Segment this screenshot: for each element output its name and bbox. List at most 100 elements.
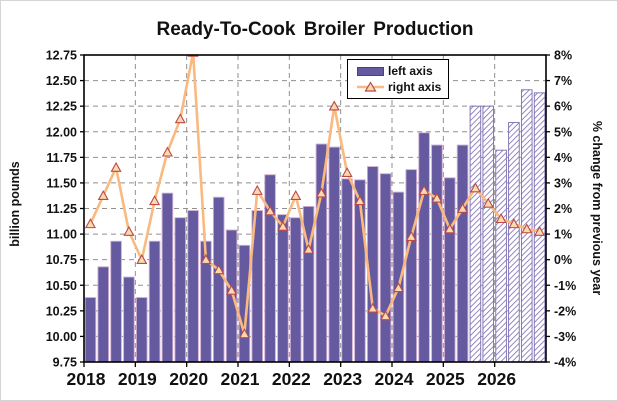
triangle-marker bbox=[277, 220, 289, 231]
left-tick-label: 10.50 bbox=[46, 279, 77, 293]
triangle-marker bbox=[457, 202, 469, 213]
left-tick-label: 11.25 bbox=[46, 202, 77, 216]
forecast-bar bbox=[482, 105, 495, 363]
bar bbox=[212, 196, 225, 363]
triangle-marker bbox=[495, 212, 507, 224]
bar bbox=[443, 177, 456, 363]
right-tick-label: -4% bbox=[554, 356, 576, 370]
bar bbox=[277, 214, 289, 363]
triangle-marker bbox=[123, 225, 135, 236]
triangle-marker bbox=[392, 282, 404, 293]
left-tick-label: 10.75 bbox=[46, 253, 77, 267]
triangle-marker bbox=[341, 166, 353, 178]
left-tick-label: 11.50 bbox=[46, 176, 77, 190]
triangle-marker bbox=[482, 197, 494, 208]
bar bbox=[418, 132, 430, 363]
left-tick-label: 12.25 bbox=[46, 100, 77, 114]
left-tick-label: 10.00 bbox=[46, 330, 77, 344]
left-tick-label: 11.00 bbox=[46, 228, 77, 242]
triangle-marker bbox=[354, 195, 366, 206]
triangle-marker bbox=[161, 146, 173, 157]
x-tick-label: 2025 bbox=[426, 369, 465, 389]
triangle-marker bbox=[328, 100, 340, 111]
triangle-marker bbox=[136, 253, 148, 264]
bar bbox=[135, 297, 148, 363]
x-tick-label: 2021 bbox=[221, 369, 260, 389]
line-series-swatch bbox=[357, 81, 384, 92]
legend-item-bars: left axis bbox=[357, 64, 448, 78]
right-tick-label: 0% bbox=[554, 253, 572, 267]
triangle-marker bbox=[469, 182, 481, 193]
bar bbox=[110, 240, 122, 363]
x-tick-label: 2024 bbox=[375, 369, 414, 389]
right-tick-label: -3% bbox=[554, 330, 576, 344]
bar bbox=[123, 276, 135, 363]
triangle-marker bbox=[97, 189, 109, 201]
left-tick-label: 12.50 bbox=[46, 74, 77, 88]
bar bbox=[328, 146, 341, 363]
triangle-marker bbox=[380, 310, 392, 321]
triangle-marker bbox=[444, 223, 456, 234]
bar bbox=[379, 173, 392, 363]
triangle-marker bbox=[149, 195, 161, 206]
right-tick-label: -1% bbox=[554, 279, 576, 293]
bar bbox=[148, 240, 161, 363]
bar bbox=[456, 144, 469, 363]
x-tick-label: 2018 bbox=[67, 369, 106, 389]
x-tick-label: 2020 bbox=[169, 369, 208, 389]
left-tick-label: 10.25 bbox=[46, 304, 77, 318]
bar bbox=[366, 166, 379, 363]
x-tick-label: 2019 bbox=[118, 369, 157, 389]
triangle-marker bbox=[290, 189, 302, 201]
right-tick-label: 3% bbox=[554, 176, 572, 190]
forecast-bar bbox=[495, 149, 507, 363]
triangle-marker bbox=[251, 184, 263, 195]
triangle-marker bbox=[315, 187, 327, 198]
right-tick-label: -2% bbox=[554, 304, 576, 318]
right-tick-label: 1% bbox=[554, 228, 572, 242]
triangle-marker-icon bbox=[364, 81, 377, 92]
right-tick-label: 5% bbox=[554, 125, 572, 139]
chart-title: Ready-To-Cook Broiler Production bbox=[156, 19, 474, 40]
triangle-marker bbox=[213, 264, 225, 275]
triangle-marker bbox=[521, 223, 533, 234]
x-tick-label: 2023 bbox=[323, 369, 362, 389]
right-tick-label: 7% bbox=[554, 74, 572, 88]
bar bbox=[161, 192, 174, 363]
legend: left axis right axis bbox=[347, 59, 449, 99]
bar bbox=[174, 217, 187, 363]
bar bbox=[187, 210, 199, 363]
triangle-marker bbox=[418, 184, 430, 195]
forecast-bar bbox=[469, 105, 482, 363]
right-tick-label: 4% bbox=[554, 151, 572, 165]
x-tick-label: 2022 bbox=[272, 369, 311, 389]
pct-change-line bbox=[89, 55, 540, 336]
triangle-marker bbox=[110, 161, 122, 172]
bar bbox=[225, 229, 238, 363]
left-tick-label: 12.00 bbox=[46, 125, 77, 139]
pct-line-group bbox=[84, 55, 546, 339]
triangle-marker bbox=[367, 302, 379, 313]
triangle-marker bbox=[431, 192, 443, 203]
triangle-marker bbox=[174, 113, 186, 124]
triangle-marker bbox=[405, 230, 417, 241]
bar bbox=[405, 169, 418, 363]
bar bbox=[289, 217, 302, 363]
bar bbox=[341, 178, 353, 363]
triangle-marker bbox=[226, 284, 238, 295]
left-tick-label: 11.75 bbox=[46, 151, 77, 165]
triangle-marker bbox=[84, 218, 96, 229]
legend-label-left-axis: left axis bbox=[388, 64, 433, 78]
left-tick-label: 12.75 bbox=[46, 49, 77, 63]
legend-item-line: right axis bbox=[357, 80, 448, 94]
right-tick-label: 8% bbox=[554, 49, 572, 63]
left-tick-label: 9.75 bbox=[53, 356, 77, 370]
triangle-marker bbox=[238, 328, 250, 339]
legend-label-right-axis: right axis bbox=[388, 80, 442, 94]
bar bbox=[97, 266, 110, 363]
bar bbox=[431, 144, 443, 363]
triangle-marker bbox=[508, 218, 520, 229]
triangle-marker bbox=[303, 243, 315, 254]
